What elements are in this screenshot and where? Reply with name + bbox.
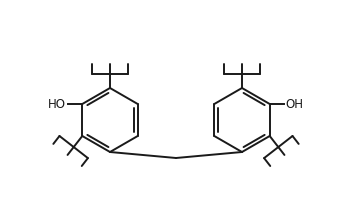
Text: OH: OH — [286, 98, 304, 110]
Text: HO: HO — [48, 98, 66, 110]
